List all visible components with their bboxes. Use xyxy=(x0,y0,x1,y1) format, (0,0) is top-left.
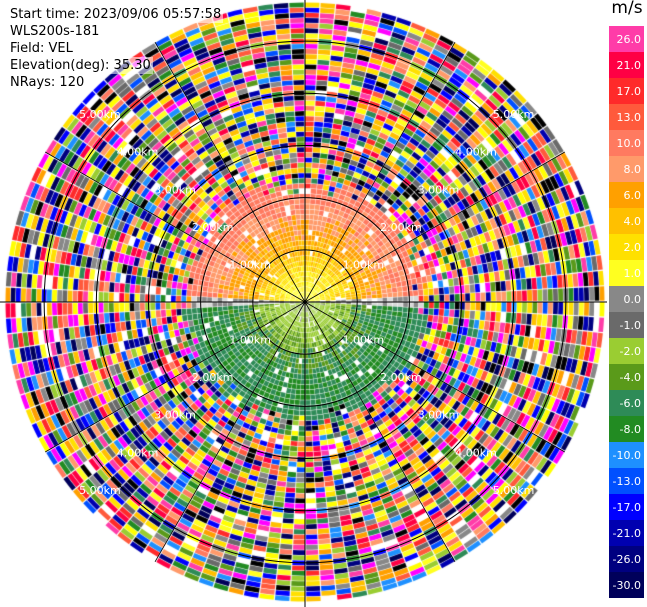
range-ring-label: 3.00km xyxy=(418,409,460,422)
elevation-text: Elevation(deg): 35.30 xyxy=(8,57,153,74)
azimuth-spoke xyxy=(154,301,306,563)
colorbar-tick-label: -10.0 xyxy=(613,449,641,462)
field-text: Field: VEL xyxy=(8,40,75,57)
colorbar-swatch xyxy=(609,208,644,235)
azimuth-spoke xyxy=(44,301,306,453)
colorbar-swatch xyxy=(609,442,644,469)
nrays-text: NRays: 120 xyxy=(8,74,87,91)
colorbar-swatch xyxy=(609,390,644,417)
colorbar-swatch xyxy=(609,572,644,598)
range-ring-label: 1.00km xyxy=(343,334,385,347)
instrument-text: WLS200s-181 xyxy=(8,23,102,40)
azimuth-spoke xyxy=(304,301,456,563)
colorbar-swatch xyxy=(609,416,644,443)
colorbar-tick-label: 2.0 xyxy=(624,241,642,254)
colorbar-tick-label: -17.0 xyxy=(613,501,641,514)
colorbar-swatch xyxy=(609,130,644,157)
colorbar-tick-label: -30.0 xyxy=(613,579,641,592)
range-ring-label: 5.00km xyxy=(79,484,121,497)
colorbar-swatch xyxy=(609,364,644,391)
range-ring-label: 4.00km xyxy=(117,146,159,159)
colorbar: 26.0 21.0 17.0 13.0 10.0 8.0 6.0 4.0 2.0 1.0 0.0 -1… xyxy=(609,26,644,598)
range-ring-label: 4.00km xyxy=(455,146,497,159)
colorbar-tick-label: 26.0 xyxy=(617,33,642,46)
header-info: Start time: 2023/09/06 05:57:58 WLS200s-… xyxy=(8,6,224,91)
colorbar-swatch xyxy=(609,52,644,79)
colorbar-swatch xyxy=(609,494,644,521)
colorbar-tick-label: 6.0 xyxy=(624,189,642,202)
colorbar-tick-label: -13.0 xyxy=(613,475,641,488)
range-ring-label: 3.00km xyxy=(418,183,460,196)
colorbar-tick-label: 17.0 xyxy=(617,85,642,98)
colorbar-swatch xyxy=(609,546,644,573)
colorbar-tick-label: 1.0 xyxy=(624,267,642,280)
range-ring-label: 5.00km xyxy=(79,108,121,121)
range-ring-label: 3.00km xyxy=(154,409,196,422)
colorbar-swatch xyxy=(609,234,644,261)
colorbar-swatch xyxy=(609,104,644,131)
range-ring-label: 2.00km xyxy=(380,221,422,234)
colorbar-swatch xyxy=(609,520,644,547)
colorbar-swatch xyxy=(609,338,644,365)
colorbar-tick-label: -21.0 xyxy=(613,527,641,540)
range-ring-label: 3.00km xyxy=(154,183,196,196)
colorbar-tick-label: -4.0 xyxy=(620,371,641,384)
colorbar-tick-label: 8.0 xyxy=(624,163,642,176)
colorbar-swatch xyxy=(609,260,644,287)
colorbar-swatch xyxy=(609,156,644,183)
range-ring-label: 1.00km xyxy=(229,258,271,271)
colorbar-tick-label: -6.0 xyxy=(620,397,641,410)
range-ring-label: 4.00km xyxy=(117,446,159,459)
start-time-text: Start time: 2023/09/06 05:57:58 xyxy=(8,6,224,23)
range-ring-label: 4.00km xyxy=(455,446,497,459)
colorbar-tick-label: 0.0 xyxy=(624,293,642,306)
colorbar-swatch xyxy=(609,182,644,209)
azimuth-spoke xyxy=(304,151,566,303)
colorbar-tick-label: -8.0 xyxy=(620,423,641,436)
azimuth-spoke xyxy=(304,301,566,453)
colorbar-swatch xyxy=(609,312,644,339)
colorbar-tick-label: 21.0 xyxy=(617,59,642,72)
range-ring-label: 1.00km xyxy=(229,334,271,347)
colorbar-tick-label: 13.0 xyxy=(617,111,642,124)
colorbar-tick-label: -26.0 xyxy=(613,553,641,566)
colorbar-tick-label: 10.0 xyxy=(617,137,642,150)
range-ring-label: 5.00km xyxy=(493,484,535,497)
range-ring-label: 2.00km xyxy=(380,371,422,384)
range-ring-label: 1.00km xyxy=(343,258,385,271)
colorbar-tick-label: -1.0 xyxy=(620,319,641,332)
colorbar-unit: m/s xyxy=(607,0,647,18)
range-ring-label: 5.00km xyxy=(493,108,535,121)
colorbar-swatch xyxy=(609,78,644,105)
range-ring-label: 2.00km xyxy=(192,221,234,234)
azimuth-spoke xyxy=(154,41,306,303)
colorbar-tick-label: -2.0 xyxy=(620,345,641,358)
colorbar-swatch xyxy=(609,26,644,53)
azimuth-spoke xyxy=(44,151,306,303)
range-ring-label: 2.00km xyxy=(192,371,234,384)
colorbar-swatch xyxy=(609,286,644,313)
colorbar-tick-label: 4.0 xyxy=(624,215,642,228)
colorbar-swatch xyxy=(609,468,644,495)
azimuth-spoke xyxy=(304,41,456,303)
